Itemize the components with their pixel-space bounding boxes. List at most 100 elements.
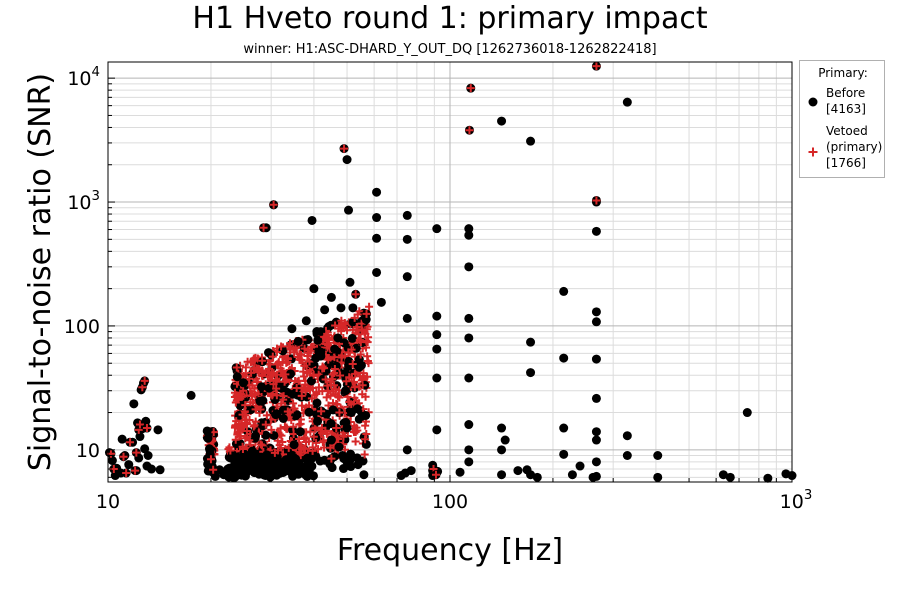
point-before: [400, 468, 410, 478]
point-vetoed: [362, 309, 371, 318]
point-vetoed: [358, 390, 367, 399]
point-vetoed: [326, 391, 335, 400]
point-before: [261, 430, 271, 440]
point-vetoed: [206, 455, 215, 464]
point-vetoed: [309, 432, 318, 441]
point-vetoed: [131, 466, 140, 475]
point-vetoed: [300, 361, 309, 370]
point-before: [622, 97, 632, 107]
point-before: [342, 155, 352, 165]
chart-title: H1 Hveto round 1: primary impact: [192, 1, 708, 36]
point-before: [464, 230, 474, 240]
point-vetoed: [326, 377, 335, 386]
point-before: [313, 335, 323, 345]
point-before: [359, 470, 369, 480]
point-vetoed: [279, 392, 288, 401]
point-vetoed: [246, 398, 255, 407]
point-before: [320, 305, 330, 315]
point-before: [257, 382, 267, 392]
point-vetoed: [280, 423, 289, 432]
point-vetoed: [142, 424, 151, 433]
point-vetoed: [292, 383, 301, 392]
point-vetoed: [353, 325, 362, 334]
point-vetoed: [277, 342, 286, 351]
point-vetoed: [347, 373, 356, 382]
legend: Primary: Before [4163] Vetoed (primary) …: [799, 60, 885, 178]
point-before: [237, 470, 247, 480]
point-before: [313, 416, 323, 426]
point-vetoed: [250, 421, 259, 430]
point-before: [575, 461, 585, 471]
point-before: [559, 449, 569, 459]
point-before: [304, 407, 314, 417]
point-before: [432, 373, 442, 383]
point-vetoed: [323, 331, 332, 340]
chart-subtitle: winner: H1:ASC-DHARD_Y_OUT_DQ [126273601…: [243, 42, 657, 57]
point-before: [316, 327, 326, 337]
point-vetoed: [318, 362, 327, 371]
point-before: [135, 432, 145, 442]
point-vetoed: [271, 375, 280, 384]
point-vetoed: [269, 200, 278, 209]
point-before: [336, 303, 346, 313]
point-before: [302, 453, 312, 463]
point-before: [291, 454, 301, 464]
point-before: [307, 215, 317, 225]
point-vetoed: [356, 350, 365, 359]
point-before: [526, 470, 536, 480]
point-vetoed: [268, 352, 277, 361]
point-vetoed: [308, 342, 317, 351]
point-vetoed: [289, 399, 298, 408]
point-before: [567, 470, 577, 480]
point-before: [342, 423, 352, 433]
point-before: [591, 435, 601, 445]
point-before: [372, 213, 382, 223]
point-before: [263, 454, 273, 464]
point-before: [532, 472, 542, 482]
series-before: [104, 97, 797, 483]
point-vetoed: [306, 385, 315, 394]
x-axis-label: Frequency [Hz]: [337, 533, 563, 568]
point-vetoed: [272, 384, 281, 393]
point-before: [279, 464, 289, 474]
point-vetoed: [320, 364, 329, 373]
point-before: [326, 435, 336, 445]
point-vetoed: [312, 388, 321, 397]
point-vetoed: [466, 84, 475, 93]
point-before: [622, 451, 632, 461]
point-before: [464, 313, 474, 323]
point-before: [591, 393, 601, 403]
point-before: [763, 473, 773, 483]
point-vetoed: [290, 404, 299, 413]
point-before: [500, 435, 510, 445]
point-vetoed: [351, 428, 360, 437]
point-vetoed: [135, 420, 144, 429]
point-before: [186, 390, 196, 400]
point-before: [372, 267, 382, 277]
point-before: [311, 353, 321, 363]
point-vetoed: [344, 348, 353, 357]
point-vetoed: [267, 370, 276, 379]
point-vetoed: [311, 424, 320, 433]
point-vetoed: [249, 365, 258, 374]
point-before: [302, 462, 312, 472]
point-vetoed: [300, 433, 309, 442]
point-before: [107, 456, 117, 466]
point-before: [591, 317, 601, 327]
point-vetoed: [262, 411, 271, 420]
legend-label-before: Before [4163]: [826, 86, 866, 116]
point-before: [258, 396, 268, 406]
point-before: [464, 445, 474, 455]
point-vetoed: [236, 432, 245, 441]
series-vetoed: [106, 61, 601, 480]
point-before: [129, 399, 139, 409]
point-before: [303, 335, 313, 345]
point-before: [315, 456, 325, 466]
point-before: [295, 427, 305, 437]
point-vetoed: [358, 381, 367, 390]
legend-marker-vetoed: [808, 147, 818, 157]
point-vetoed: [297, 350, 306, 359]
point-vetoed: [355, 307, 364, 316]
point-before: [497, 423, 507, 433]
